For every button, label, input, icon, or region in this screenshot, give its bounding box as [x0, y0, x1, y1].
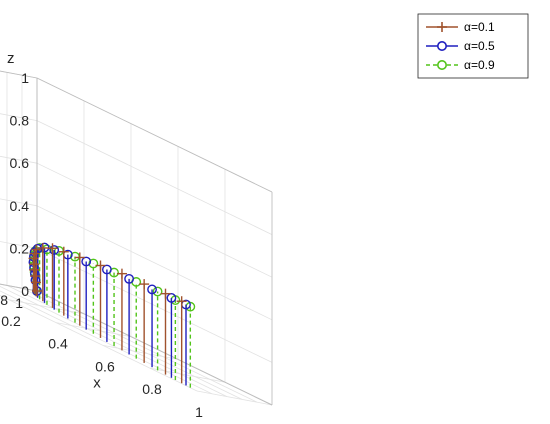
z-tick-label: 0.8 — [10, 113, 30, 129]
stem-marker — [166, 293, 177, 303]
series-0 — [28, 242, 187, 384]
grid-line — [6, 285, 243, 400]
grid-line — [36, 205, 273, 321]
legend-label-alpha-0-1: α=0.1 — [464, 20, 495, 34]
stem-series — [28, 242, 196, 388]
box-edge — [0, 70, 38, 79]
grid-line — [0, 113, 38, 121]
grid-line — [0, 294, 198, 392]
legend-marker — [436, 59, 447, 70]
grid-line — [149, 367, 226, 383]
grid-line — [55, 322, 132, 337]
stem-marker — [147, 284, 157, 295]
grid-line — [0, 290, 213, 395]
z-tick-label: 0.6 — [10, 155, 30, 171]
grid-line — [21, 287, 258, 403]
grid-line — [0, 70, 38, 79]
stem-marker — [124, 273, 135, 284]
tick-labels: 0000.20.20.20.40.40.40.60.60.60.80.80.81… — [0, 70, 203, 420]
x-axis-label: x — [93, 375, 101, 392]
stem-marker — [49, 245, 60, 255]
series-1 — [28, 242, 191, 386]
x-tick-label: 0.2 — [1, 313, 21, 329]
stem-marker — [88, 258, 99, 269]
stem-marker — [152, 286, 163, 297]
grid-line — [36, 120, 273, 235]
y-tick-label: 1 — [15, 295, 23, 311]
y-tick-label: 0.8 — [0, 292, 8, 308]
grid-line — [0, 198, 38, 207]
x-tick-label: 0.4 — [48, 336, 68, 352]
axes-box — [0, 70, 273, 406]
legend: α=0.1 α=0.5 α=0.9 — [417, 13, 529, 79]
grid-line — [0, 155, 38, 164]
x-tick-label: 0.6 — [95, 358, 115, 374]
grid-line — [0, 241, 38, 249]
z-tick-label: 1 — [21, 70, 29, 86]
y-axis-line — [0, 283, 38, 292]
grid-line — [0, 286, 228, 397]
grid-lines — [0, 70, 273, 406]
legend-label-alpha-0-9: α=0.9 — [464, 58, 495, 72]
z-axis-label: z — [7, 50, 15, 67]
z-tick-label: 0 — [21, 283, 29, 299]
grid-line — [8, 299, 85, 315]
box-edge — [36, 77, 273, 193]
x-axis-line — [36, 290, 273, 406]
stem-marker — [81, 256, 92, 267]
legend-marker — [436, 40, 447, 51]
x-tick-label: 0.8 — [142, 381, 162, 397]
stem-marker — [102, 264, 112, 275]
legend-label-alpha-0-5: α=0.5 — [464, 39, 495, 53]
z-tick-label: 0.2 — [10, 240, 30, 256]
grid-line — [36, 162, 273, 278]
grid-line — [102, 345, 179, 360]
grid-line — [36, 248, 273, 363]
grid-line — [196, 390, 273, 406]
z-tick-label: 0.4 — [10, 198, 30, 214]
x-tick-label: 1 — [195, 404, 203, 420]
